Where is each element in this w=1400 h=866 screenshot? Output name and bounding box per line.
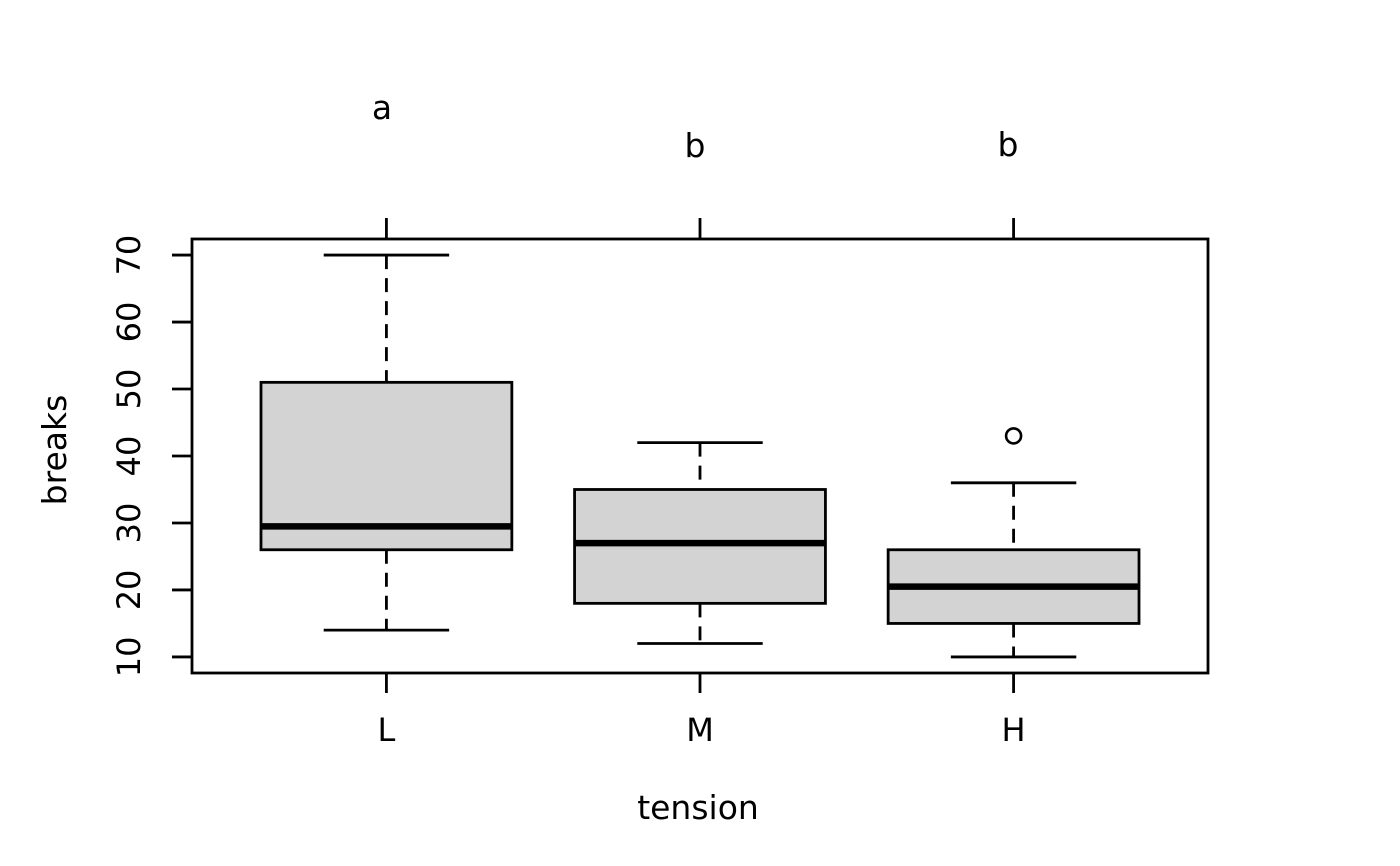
x-axis-tick-label: L	[378, 711, 396, 749]
plot-marks: 10 20 30 40 50 60 70 L M Ha b b	[110, 88, 1210, 749]
iqr-box	[573, 488, 827, 605]
x-axis-title: tension	[637, 788, 759, 827]
y-axis-tick-label: 30	[110, 503, 148, 544]
y-axis-tick-label: 40	[110, 436, 148, 477]
y-axis-title: breaks	[35, 395, 74, 506]
iqr-box	[259, 380, 514, 552]
y-axis-tick-label: 50	[110, 369, 148, 410]
x-axis-tick-label: H	[1002, 711, 1026, 749]
y-axis-tick-label: 70	[110, 235, 148, 276]
significance-letter: b	[685, 126, 706, 165]
x-axis-tick-label: M	[686, 711, 714, 749]
significance-letter: b	[998, 125, 1019, 164]
y-axis-tick-label: 10	[110, 637, 148, 678]
outlier-point	[1004, 427, 1023, 445]
y-axis-tick-label: 20	[110, 570, 148, 611]
significance-letter: a	[372, 88, 392, 127]
y-axis-tick-label: 60	[110, 302, 148, 343]
